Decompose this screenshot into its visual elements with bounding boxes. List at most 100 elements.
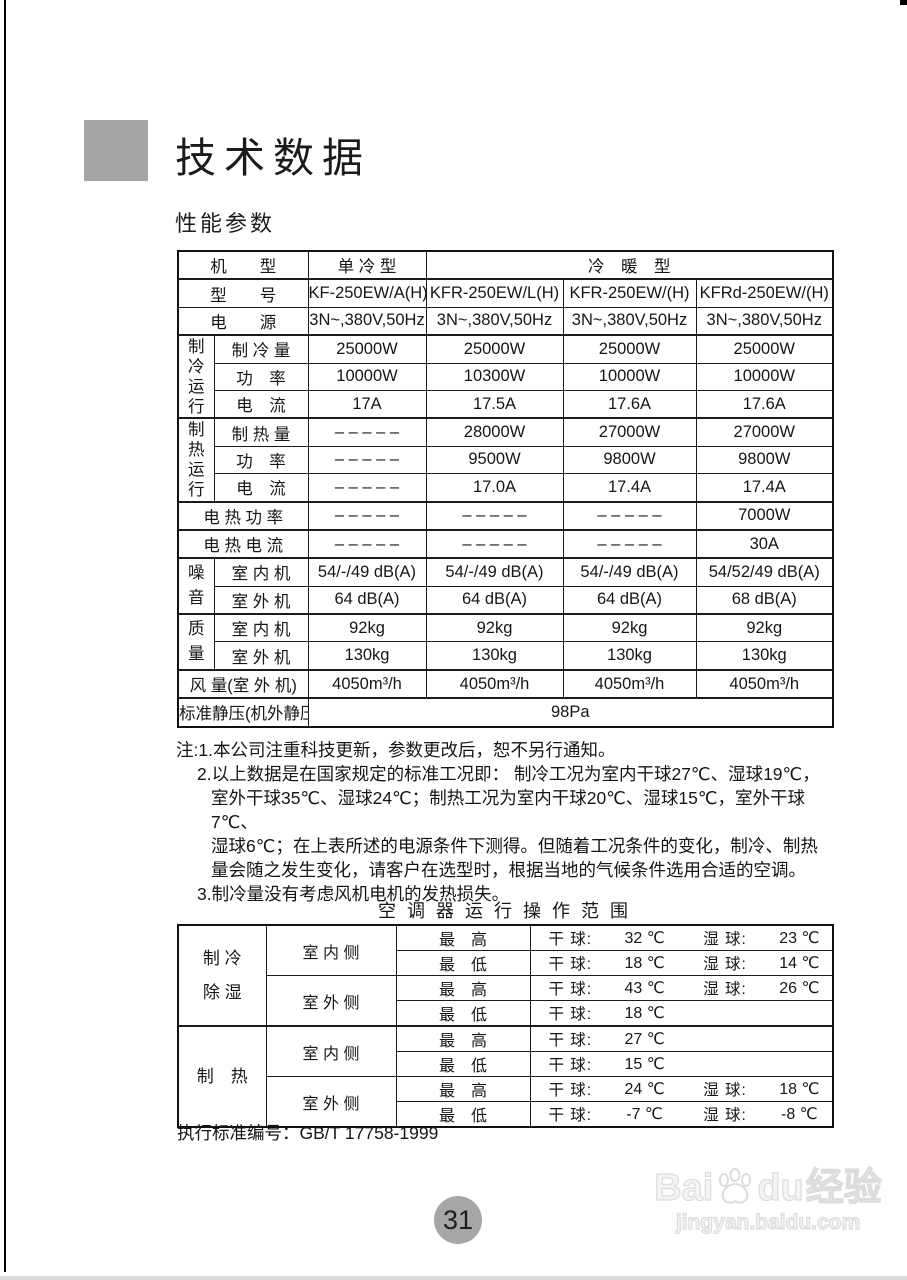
note-line: 注:1.本公司注重科技更新，参数更改后，恕不另行通知。 <box>176 740 616 760</box>
value-cell: 10000W <box>695 362 834 391</box>
group-label-heating: 制热运行 <box>177 417 215 503</box>
baidu-watermark: Bai du 经验 jingyan.baidu.com <box>636 1162 900 1236</box>
dry-bulb-label: 干 球: <box>548 1032 593 1049</box>
level-label: 最 高 <box>395 975 531 1001</box>
row-label: 室 外 机 <box>213 585 309 615</box>
value-cell: 3N~,380V,50Hz <box>562 306 697 336</box>
range-table-title: 空 调 器 运 行 操 作 范 围 <box>377 901 631 921</box>
value-cell: 4050m³/h <box>307 668 427 699</box>
note-line: 量会随之发生变化，请客户在选型时，根据当地的气候条件选用合适的空调。 <box>211 860 806 880</box>
note-line: 湿球6℃；在上表所述的电源条件下测得。但随着工况条件的变化，制冷、制热 <box>211 836 818 856</box>
group-label-weight: 质量 <box>177 613 215 671</box>
row-label: 标准静压(机外静压) <box>177 697 309 728</box>
table-row: 室 外 机 64 dB(A) 64 dB(A) 64 dB(A) 68 dB(A… <box>178 585 834 615</box>
wet-bulb-label: 湿 球: <box>703 931 747 948</box>
group-label-cool-dehumid: 制 冷 除 湿 <box>177 924 267 1027</box>
section-subtitle: 性能参数 <box>175 211 276 236</box>
model-cell: KFRd-250EW/(H) <box>695 278 834 308</box>
value-cell: 3N~,380V,50Hz <box>307 306 427 336</box>
wet-bulb-label: 湿 球: <box>703 981 747 998</box>
value-cell: 17.6A <box>562 389 697 419</box>
model-cell: KFR-250EW/(H) <box>562 278 697 308</box>
value-cell: 64 dB(A) <box>307 585 427 615</box>
value-cell: 92kg <box>425 613 564 643</box>
table-row: 最 低 干 球: 18 ℃ 湿 球: 14 ℃ <box>178 950 834 976</box>
notes-block: 注:1.本公司注重科技更新，参数更改后，恕不另行通知。 2.以上数据是在国家规定… <box>176 738 848 906</box>
performance-spec-table: 机 型 单 冷 型 冷 暖 型 型 号 KF-250EW/A(H) KFR-25… <box>177 250 834 728</box>
value-cell: – – – – – <box>307 445 427 475</box>
dry-bulb-value: 24 ℃ <box>624 1081 665 1098</box>
watermark-brand-bai: Bai <box>654 1166 714 1209</box>
value-cell: – – – – – <box>562 528 697 559</box>
value-cell: 64 dB(A) <box>425 585 564 615</box>
model-cell: KFR-250EW/L(H) <box>425 278 564 308</box>
value-cell: 9800W <box>695 445 834 475</box>
value-cell: 28000W <box>425 417 564 447</box>
note-line: 3.制冷量没有考虑风机电机的发热损失。 <box>197 884 510 904</box>
value-cell: 17.0A <box>425 473 564 503</box>
value-cell: 54/-/49 dB(A) <box>425 557 564 587</box>
table-row: 电 热 电 流 – – – – – – – – – – – – – – – 30… <box>177 528 834 559</box>
row-label: 室 内 机 <box>213 613 309 643</box>
value-cell: 27000W <box>562 417 697 447</box>
note-line: 室外干球35℃、湿球24℃；制热工况为室内干球20℃、湿球15℃，室外干球7℃、 <box>211 788 805 832</box>
value-cell: 92kg <box>695 613 834 643</box>
level-label: 最 低 <box>395 1000 531 1027</box>
value-cell: 17.4A <box>695 473 834 503</box>
value-cell: 92kg <box>562 613 697 643</box>
value-cell: 10000W <box>307 362 427 391</box>
row-label: 电 热 电 流 <box>177 528 309 559</box>
value-cell: 9800W <box>562 445 697 475</box>
table-row: 电 流 17A 17.5A 17.6A 17.6A <box>178 389 834 419</box>
table-row: 电 热 功 率 – – – – – – – – – – – – – – – 70… <box>177 500 834 531</box>
value-cell: 9500W <box>425 445 564 475</box>
temp-values: 干 球: 32 ℃ 湿 球: 23 ℃ <box>529 924 834 951</box>
group-label-noise: 噪音 <box>177 557 215 615</box>
watermark-brand: Bai du 经验 <box>636 1162 900 1210</box>
value-cell: – – – – – <box>307 417 427 447</box>
table-row: 室 外 侧 最 高 干 球: 43 ℃ 湿 球: 26 ℃ <box>178 975 834 1027</box>
wet-bulb-label: 湿 球: <box>703 956 747 973</box>
wet-bulb-value: 14 ℃ <box>779 955 820 972</box>
value-cell: 17.6A <box>695 389 834 419</box>
table-row: 制热运行 制 热 量 – – – – – 28000W 27000W 27000… <box>177 417 834 503</box>
value-cell: 4050m³/h <box>562 668 697 699</box>
row-label: 功 率 <box>213 362 309 391</box>
row-label: 制 冷 量 <box>213 334 309 364</box>
table-row: 制冷运行 制 冷 量 25000W 25000W 25000W 25000W <box>177 334 834 419</box>
watermark-brand-cn: 经验 <box>805 1166 882 1209</box>
table-row: 最 低 干 球: 18 ℃ <box>178 1000 834 1027</box>
table-row: 机 型 单 冷 型 冷 暖 型 <box>177 250 834 280</box>
dry-bulb-label: 干 球: <box>548 1006 593 1023</box>
temp-values: 干 球: 18 ℃ <box>529 1000 834 1027</box>
value-cell: – – – – – <box>307 473 427 503</box>
row-label: 室 内 机 <box>213 557 309 587</box>
wet-bulb-value: 26 ℃ <box>779 980 820 997</box>
page-number: 31 <box>442 1204 474 1235</box>
row-label: 电 热 功 率 <box>177 500 309 531</box>
value-cell: 3N~,380V,50Hz <box>425 306 564 336</box>
operating-range-table: 制 冷 除 湿 室 内 侧 最 高 干 球: 32 ℃ 湿 球: 23 ℃ 最 … <box>177 924 834 1128</box>
table-row: 风 量(室 外 机) 4050m³/h 4050m³/h 4050m³/h 40… <box>177 668 834 699</box>
value-cell: 98Pa <box>307 697 834 728</box>
value-cell: 17.4A <box>562 473 697 503</box>
row-label: 电 源 <box>177 306 309 336</box>
standard-value: GB/T 17758-1999 <box>299 1123 439 1143</box>
dry-bulb-value: 18 ℃ <box>624 955 665 972</box>
row-label: 制 热 量 <box>213 417 309 447</box>
note-line: 2.以上数据是在国家规定的标准工况即： 制冷工况为室内干球27℃、湿球19℃， <box>197 764 820 784</box>
row-label: 机 型 <box>177 250 309 280</box>
dry-bulb-value: -7 ℃ <box>626 1106 663 1123</box>
table-row: 电 源 3N~,380V,50Hz 3N~,380V,50Hz 3N~,380V… <box>177 306 834 336</box>
value-cell: 92kg <box>307 613 427 643</box>
page-title: 技术数据 <box>175 135 371 181</box>
dry-bulb-value: 15 ℃ <box>624 1056 665 1073</box>
standard-number-line: 执行标准编号：GB/T 17758-1999 <box>177 1120 438 1145</box>
temp-values: 干 球: 18 ℃ 湿 球: 14 ℃ <box>529 950 834 976</box>
value-cell: – – – – – <box>307 528 427 559</box>
temp-values: 干 球: -7 ℃ 湿 球: -8 ℃ <box>529 1101 834 1128</box>
watermark-domain: jingyan.baidu.com <box>675 1210 861 1234</box>
value-cell: 130kg <box>307 641 427 671</box>
wet-bulb-value: 23 ℃ <box>779 930 820 947</box>
